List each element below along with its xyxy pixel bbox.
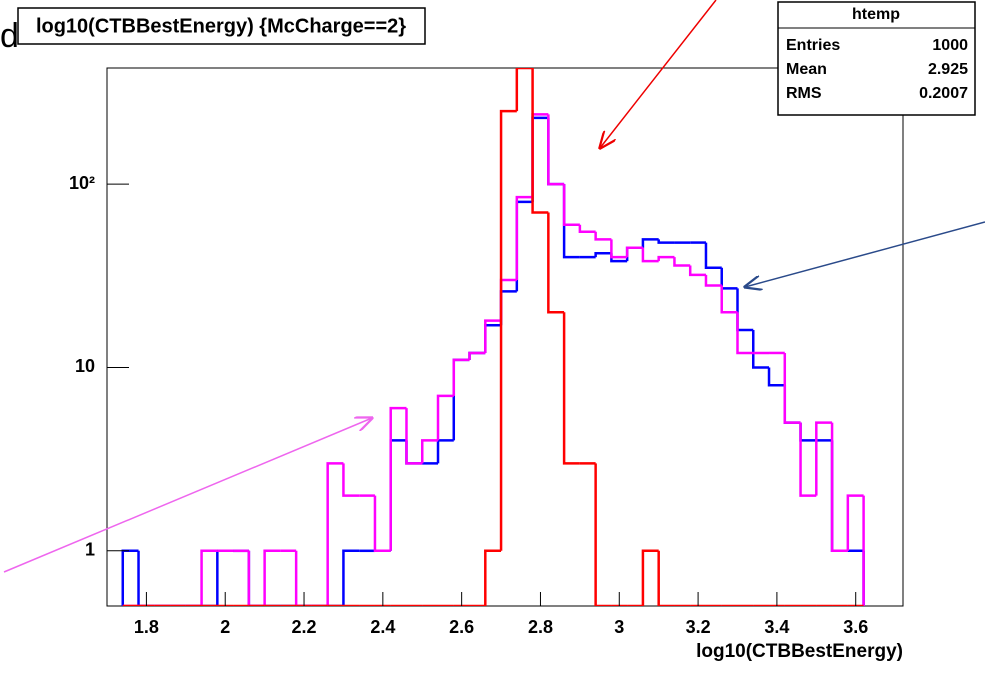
histogram-bin [326,462,344,606]
histogram-bin [420,439,439,464]
stats-label: Mean [786,61,827,78]
blue-arrow [745,221,985,287]
histogram-bin [799,422,817,497]
histogram-bin [610,239,628,259]
histogram-series [122,68,864,606]
histogram-bin [594,463,612,606]
stats-value: 2.925 [928,61,968,78]
histogram-bin [547,114,565,186]
stats-label: Entries [786,37,840,54]
x-axis-title: log10(CTBBestEnergy) [696,641,903,662]
histogram-bin [531,68,549,214]
y-tick-label: 10 [75,356,95,376]
y-tick-label: 1 [85,540,95,560]
histogram-bin [294,550,312,606]
histogram-bin [405,408,423,465]
histogram-bin [562,184,580,227]
histogram-bin [752,330,770,369]
stats-box [777,1,976,116]
histogram-bin [499,109,517,551]
histogram-bin [657,255,675,262]
histogram-bin [657,239,675,244]
histogram-bin [468,351,486,360]
histogram-bin [200,549,218,606]
histogram-bin [688,265,706,277]
histogram-series [122,113,865,606]
histogram-bin [578,224,596,233]
histogram-bin [137,550,155,606]
plot-frame [106,67,904,607]
histogram-bin [484,319,502,353]
y-tick-label: 10² [69,173,95,193]
histogram-bin [736,312,754,355]
histogram-bin [704,274,722,287]
histogram-bin [815,421,833,496]
axes: 1.8 2 2.2 2.4 2.6 2.8 3 3.2 3.4 3.6 1 10 10² [69,173,868,637]
histogram-bin [830,422,848,553]
histogram-bin [594,231,612,241]
histogram-bin [389,406,407,551]
histogram-bin [783,352,801,424]
stats-value: 1000 [932,37,968,54]
histogram-bin [594,251,612,258]
histogram-bin [673,257,691,267]
histogram-bin [641,238,659,248]
histogram-bin [720,285,738,314]
histogram-bin [846,494,864,551]
x-tick-label: 2.6 [449,617,474,637]
histogram-bin [436,439,454,464]
histogram-bin [452,358,470,396]
histogram-bin [484,549,502,606]
x-tick-label: 2 [220,617,230,637]
x-tick-label: 3 [614,617,624,637]
stats-label: RMS [786,85,822,102]
x-tick-label: 3.2 [686,617,711,637]
red-arrow [600,0,717,148]
x-tick-label: 2.2 [292,617,317,637]
histogram-bin [342,549,360,606]
stats-rows: Entries 1000 Mean 2.925 RMS 0.2007 [786,37,968,102]
histogram-bin [641,247,659,263]
histogram-bin [342,463,360,497]
histogram-bin [547,212,565,314]
x-tick-label: 3.6 [843,617,868,637]
x-tick-label: 2.8 [528,617,553,637]
magenta-arrow [3,418,372,573]
histogram-bin [657,550,675,606]
histogram-bin [562,312,580,465]
histogram-bin [515,195,533,280]
stats-title: htemp [852,6,900,23]
histogram-bin [373,495,391,553]
stats-value: 0.2007 [919,85,968,102]
x-tick-label: 2.4 [370,617,395,637]
histogram-bin [625,246,643,258]
slide-text: d [0,17,19,55]
histogram-bin [641,549,659,606]
histogram-bin [515,68,533,112]
title-box [17,7,426,45]
histogram-bin [247,550,265,606]
histogram-bin [767,367,785,387]
histogram-bin [704,242,722,269]
histogram-bin [263,549,281,606]
plot-area [121,68,865,606]
chart-title: log10(CTBBestEnergy) {McCharge==2} [36,15,406,37]
x-tick-label: 3.4 [764,617,789,637]
x-tick-label: 1.8 [134,617,159,637]
histogram-bin [436,394,454,441]
